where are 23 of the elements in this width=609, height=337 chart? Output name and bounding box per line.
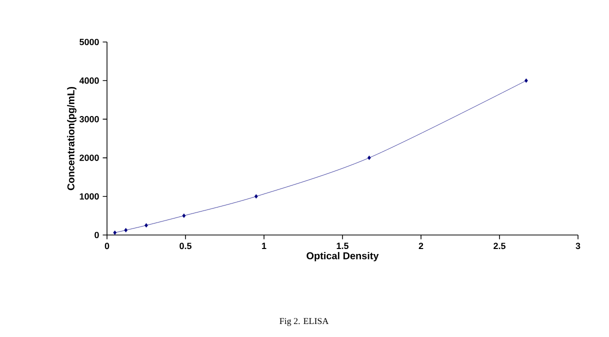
y-axis-title: Concentration(pg/mL) bbox=[67, 86, 76, 190]
caption: Fig 2. ELISA bbox=[280, 318, 329, 326]
x-tick-label: 2 bbox=[418, 242, 424, 250]
point bbox=[254, 194, 258, 199]
point bbox=[124, 228, 128, 232]
point bbox=[113, 230, 117, 235]
y-tick-label: 1000 bbox=[80, 193, 99, 200]
x-tick-label: 3 bbox=[576, 242, 580, 250]
x-tick-label: 0.5 bbox=[180, 242, 192, 250]
x-tick-label: 1.5 bbox=[336, 242, 348, 250]
x-axis-title: Optical Density bbox=[306, 252, 379, 262]
point bbox=[524, 78, 528, 83]
y-tick-label: 3000 bbox=[79, 116, 99, 122]
y-tick-label: 2000 bbox=[80, 154, 99, 161]
point bbox=[144, 223, 148, 228]
point bbox=[182, 214, 186, 218]
y-tick-label: 4000 bbox=[79, 77, 99, 84]
point bbox=[368, 156, 371, 160]
x-tick-label: 0 bbox=[104, 242, 110, 250]
x-tick-label: 2.5 bbox=[494, 242, 506, 250]
y-tick-label: 5000 bbox=[80, 38, 99, 46]
x-tick-label: 1 bbox=[262, 242, 266, 249]
y-tick-label: 0 bbox=[94, 232, 99, 238]
